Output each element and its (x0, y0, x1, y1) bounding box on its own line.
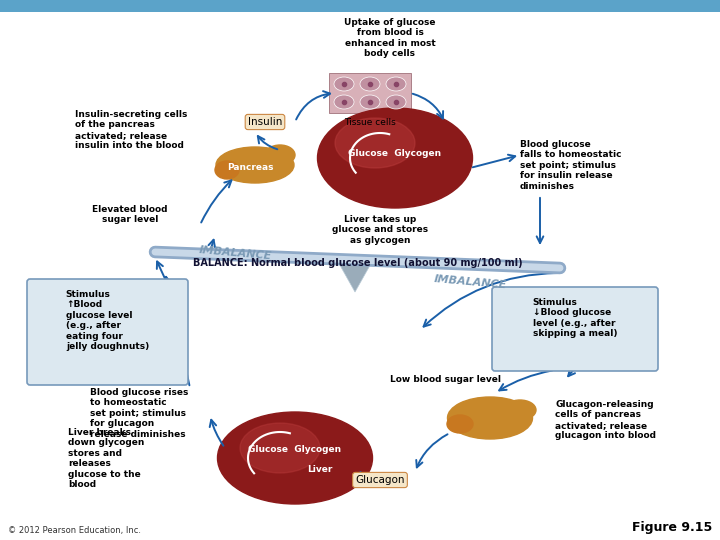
Ellipse shape (447, 415, 473, 433)
Ellipse shape (215, 161, 239, 179)
Text: IMBALANCE: IMBALANCE (198, 245, 272, 261)
Text: Pancreas: Pancreas (227, 163, 274, 172)
FancyBboxPatch shape (492, 287, 658, 371)
Ellipse shape (448, 397, 533, 439)
Polygon shape (337, 260, 373, 292)
Text: Blood glucose
falls to homeostatic
set point; stimulus
for insulin release
dimin: Blood glucose falls to homeostatic set p… (520, 140, 621, 191)
Ellipse shape (386, 77, 406, 91)
Text: Glucagon: Glucagon (355, 475, 405, 485)
Text: Blood glucose rises
to homeostatic
set point; stimulus
for glucagon
release dimi: Blood glucose rises to homeostatic set p… (90, 388, 189, 438)
FancyBboxPatch shape (27, 279, 188, 385)
Text: © 2012 Pearson Education, Inc.: © 2012 Pearson Education, Inc. (8, 525, 141, 535)
Ellipse shape (335, 118, 415, 168)
Text: Stimulus
↓Blood glucose
level (e.g., after
skipping a meal): Stimulus ↓Blood glucose level (e.g., aft… (533, 298, 617, 338)
Ellipse shape (318, 108, 472, 208)
Ellipse shape (265, 145, 295, 165)
Ellipse shape (360, 95, 380, 109)
Text: Tissue cells: Tissue cells (344, 118, 396, 127)
Text: Glucagon-releasing
cells of pancreas
activated; release
glucagon into blood: Glucagon-releasing cells of pancreas act… (555, 400, 656, 440)
Ellipse shape (334, 95, 354, 109)
Ellipse shape (334, 77, 354, 91)
Ellipse shape (240, 423, 320, 473)
Text: Low blood sugar level: Low blood sugar level (390, 375, 500, 384)
Ellipse shape (504, 400, 536, 420)
FancyBboxPatch shape (329, 73, 411, 113)
Ellipse shape (217, 412, 372, 504)
Text: Liver breaks
down glycogen
stores and
releases
glucose to the
blood: Liver breaks down glycogen stores and re… (68, 428, 145, 489)
Text: Elevated blood
sugar level: Elevated blood sugar level (92, 205, 168, 225)
Text: Insulin: Insulin (248, 117, 282, 127)
Ellipse shape (386, 95, 406, 109)
Ellipse shape (216, 147, 294, 183)
Text: Glucose  Glycogen: Glucose Glycogen (248, 446, 341, 455)
Text: Glucose  Glycogen: Glucose Glycogen (348, 148, 441, 158)
Text: Insulin-secreting cells
of the pancreas
activated; release
insulin into the bloo: Insulin-secreting cells of the pancreas … (75, 110, 187, 150)
Text: Uptake of glucose
from blood is
enhanced in most
body cells: Uptake of glucose from blood is enhanced… (344, 18, 436, 58)
FancyBboxPatch shape (0, 0, 720, 12)
Text: BALANCE: Normal blood glucose level (about 90 mg/100 ml): BALANCE: Normal blood glucose level (abo… (193, 258, 523, 268)
Text: Liver: Liver (307, 465, 333, 475)
Text: IMBALANCE: IMBALANCE (433, 274, 507, 290)
Text: Stimulus
↑Blood
glucose level
(e.g., after
eating four
jelly doughnuts): Stimulus ↑Blood glucose level (e.g., aft… (66, 290, 149, 351)
Text: Liver takes up
glucose and stores
as glycogen: Liver takes up glucose and stores as gly… (332, 215, 428, 245)
Ellipse shape (360, 77, 380, 91)
Text: Figure 9.15: Figure 9.15 (631, 522, 712, 535)
